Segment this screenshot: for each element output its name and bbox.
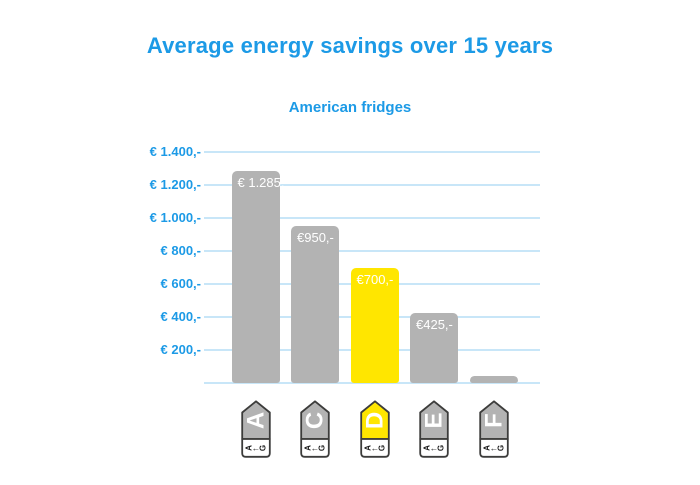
energy-class-letter: E (421, 412, 448, 428)
y-axis-tick-label: € 200,- (160, 342, 201, 357)
energy-arrow-shape (300, 400, 330, 440)
energy-arrow-shape (478, 400, 509, 440)
energy-label-F: F A ← G (478, 400, 509, 458)
energy-scale-box (240, 438, 271, 458)
scale-arrow-icon: ← (251, 443, 260, 453)
scale-letter-g: G (437, 445, 446, 451)
energy-class-letter: C (302, 412, 329, 429)
energy-arrow-shape (359, 400, 390, 440)
y-axis-tick-label: € 400,- (160, 309, 201, 324)
scale-arrow-icon: ← (489, 443, 498, 453)
y-axis-tick-label: € 1.000,- (149, 210, 201, 225)
scale-letter-a: A (363, 445, 372, 451)
scale-letter-g: G (377, 445, 386, 451)
gridline (204, 217, 540, 219)
scale-letter-a: A (482, 445, 491, 451)
energy-label-C: C A ← G (300, 400, 330, 458)
scale-letter-g: G (318, 445, 327, 451)
energy-scale-box (478, 438, 509, 458)
scale-letter-a: A (304, 445, 313, 451)
y-axis-tick-label: € 1.400,- (149, 144, 201, 159)
bar-C: €950,- (291, 226, 339, 383)
y-axis-tick-label: € 600,- (160, 276, 201, 291)
bar-D: €700,- (350, 267, 399, 383)
energy-label-E: E A ← G (419, 400, 449, 458)
scale-arrow-icon: ← (370, 443, 379, 453)
y-axis-tick-label: € 1.200,- (149, 177, 201, 192)
scale-letter-a: A (244, 445, 253, 451)
energy-scale-box (300, 438, 330, 458)
chart-title: Average energy savings over 15 years (146, 33, 554, 58)
energy-arrow-shape (419, 400, 449, 440)
bar-E: €425,- (410, 312, 458, 383)
energy-label-D: D A ← G (359, 400, 390, 458)
bar-value-label: € 1.285,- (237, 174, 289, 190)
scale-arrow-icon: ← (311, 443, 320, 453)
y-axis-tick-label: € 800,- (160, 243, 201, 258)
gridline (204, 184, 540, 186)
bar-value-label: €700,- (356, 271, 394, 287)
bar-F (469, 376, 518, 383)
energy-scale-box (359, 438, 390, 458)
gridline (204, 250, 540, 252)
energy-class-letter: F (480, 413, 507, 428)
energy-arrow-shape (240, 400, 271, 440)
energy-scale-box (419, 438, 449, 458)
bar-value-label: €950,- (297, 230, 334, 246)
gridline (204, 151, 540, 153)
scale-arrow-icon: ← (430, 443, 439, 453)
gridline (204, 382, 540, 384)
energy-label-A: A A ← G (240, 400, 271, 458)
chart-subtitle: American fridges (288, 99, 412, 116)
scale-letter-g: G (496, 445, 505, 451)
energy-class-letter: D (361, 412, 388, 429)
scale-letter-g: G (258, 445, 267, 451)
bar-value-label: €425,- (416, 316, 453, 332)
scale-letter-a: A (423, 445, 432, 451)
bar-A: € 1.285,- (231, 170, 289, 383)
energy-class-letter: A (242, 412, 269, 429)
